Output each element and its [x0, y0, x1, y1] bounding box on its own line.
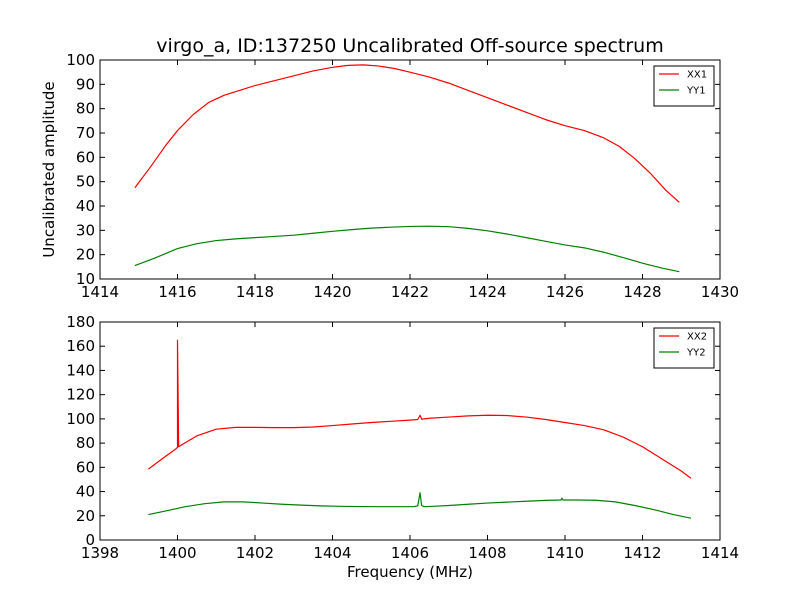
bottom-xtick-label: 1410: [546, 544, 584, 562]
top-ytick-label: 70: [76, 124, 95, 142]
top-ytick-label: 10: [76, 270, 95, 288]
bottom-ytick-label: 100: [66, 410, 95, 428]
top-y-axis-label: Uncalibrated amplitude: [40, 81, 58, 257]
top-ytick-label: 100: [66, 51, 95, 69]
top-legend-label-yy1: YY1: [686, 86, 706, 97]
bottom-legend-label-yy2: YY2: [686, 348, 706, 359]
top-ytick-label: 60: [76, 148, 95, 166]
bottom-xtick-label: 1406: [391, 544, 429, 562]
top-xtick-label: 1430: [701, 283, 739, 301]
bottom-xtick-label: 1408: [468, 544, 506, 562]
bottom-ytick-label: 180: [66, 313, 95, 331]
top-ytick-label: 90: [76, 75, 95, 93]
top-xtick-label: 1422: [391, 283, 429, 301]
top-series-xx1: [134, 64, 680, 203]
top-panel: 1414 1416 1418 1420 1422 1424 1426 1428 1430 10 20…: [40, 35, 739, 301]
bottom-series-xx2: [148, 339, 692, 479]
bottom-xtick-label: 1400: [158, 544, 196, 562]
bottom-x-axis-label: Frequency (MHz): [347, 563, 473, 581]
top-ytick-label: 20: [76, 246, 95, 264]
bottom-series-yy2: [148, 492, 692, 519]
top-xtick-label: 1428: [623, 283, 661, 301]
top-xtick-label: 1426: [546, 283, 584, 301]
top-legend-label-xx1: XX1: [687, 70, 707, 81]
top-ytick-label: 50: [76, 173, 95, 191]
top-chart-title: virgo_a, ID:137250 Uncalibrated Off-sour…: [156, 35, 663, 57]
top-ytick-label: 80: [76, 100, 95, 118]
bottom-xtick-label: 1404: [313, 544, 351, 562]
top-ytick-label: 40: [76, 197, 95, 215]
bottom-ytick-label: 0: [85, 531, 95, 549]
top-xtick-label: 1420: [313, 283, 351, 301]
bottom-legend-label-xx2: XX2: [687, 332, 707, 343]
top-legend-box: [653, 65, 715, 107]
bottom-ytick-label: 40: [76, 483, 95, 501]
bottom-ytick-label: 140: [66, 361, 95, 379]
bottom-xtick-label: 1402: [236, 544, 274, 562]
top-ytick-label: 30: [76, 221, 95, 239]
bottom-xtick-label: 1414: [701, 544, 739, 562]
top-series-yy1: [134, 225, 680, 273]
bottom-panel: 1398 1400 1402 1404 1406 1408 1410 1412 1414 0 20 4…: [66, 313, 739, 581]
top-xtick-label: 1418: [236, 283, 274, 301]
bottom-ytick-label: 20: [76, 507, 95, 525]
bottom-ytick-label: 160: [66, 337, 95, 355]
bottom-ytick-label: 60: [76, 458, 95, 476]
top-xtick-label: 1414: [81, 283, 119, 301]
bottom-xtick-label: 1412: [623, 544, 661, 562]
top-xtick-label: 1416: [158, 283, 196, 301]
bottom-xtick-label: 1398: [81, 544, 119, 562]
top-xtick-label: 1424: [468, 283, 506, 301]
bottom-ytick-label: 120: [66, 386, 95, 404]
bottom-ytick-label: 80: [76, 434, 95, 452]
bottom-legend-box: [653, 327, 715, 369]
